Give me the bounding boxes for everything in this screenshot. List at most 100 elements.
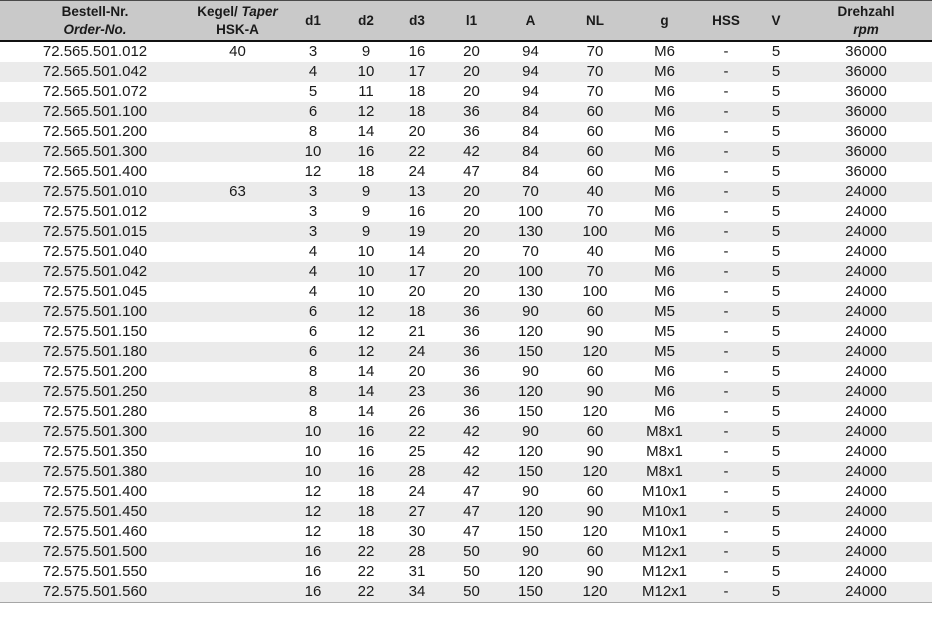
cell-A: 94 (522, 43, 539, 60)
cell-A: 150 (500, 582, 561, 603)
table-row: 72.575.501.450 12 18 27 47 120 90 M10x1 - 5 24000 (0, 502, 932, 522)
cell-NL: 40 (586, 183, 604, 200)
col-header-d2: d2 (341, 0, 391, 42)
cell-order-no: 72.575.501.200 (42, 363, 148, 380)
cell-V: 5 (771, 83, 781, 100)
cell-g: M6 (654, 63, 675, 80)
table-row: 72.575.501.040 4 10 14 20 70 40 M6 - 5 24000 (0, 242, 932, 262)
cell-d1: 16 (285, 582, 341, 603)
cell-d3: 18 (408, 103, 426, 120)
table-row: 72.575.501.012 3 9 16 20 100 70 M6 - 5 24000 (0, 202, 932, 222)
cell-g: M6 (654, 83, 675, 100)
cell-V: 5 (771, 363, 781, 380)
cell-HSS: - (723, 323, 729, 340)
cell-NL: 90 (586, 443, 604, 460)
cell-g: M6 (654, 243, 675, 260)
cell-g: M5 (654, 323, 675, 340)
cell-A: 94 (522, 63, 539, 80)
cell-d2: 16 (357, 143, 375, 160)
cell-rpm: 24000 (845, 183, 887, 200)
cell-d1: 10 (304, 443, 322, 460)
table-row: 72.565.501.200 8 14 20 36 84 60 M6 - 5 36000 (0, 122, 932, 142)
cell-d3: 22 (408, 143, 426, 160)
cell-NL: 100 (582, 223, 608, 240)
table-row: 72.575.501.045 4 10 20 20 130 100 M6 - 5 24000 (0, 282, 932, 302)
col-header-V: V (752, 0, 800, 42)
cell-HSS: - (723, 263, 729, 280)
cell-taper (190, 522, 285, 542)
table-row: 72.575.501.010 63 3 9 13 20 70 40 M6 - 5 24000 (0, 182, 932, 202)
cell-g: M12x1 (629, 582, 700, 603)
cell-rpm: 24000 (845, 383, 887, 400)
cell-rpm: 24000 (845, 223, 887, 240)
cell-d3: 18 (408, 83, 426, 100)
cell-A: 130 (517, 283, 544, 300)
cell-d3: 23 (408, 383, 426, 400)
cell-g: M6 (654, 223, 675, 240)
cell-d3: 20 (408, 123, 426, 140)
cell-A: 120 (517, 443, 544, 460)
table-row: 72.575.501.280 8 14 26 36 150 120 M6 - 5 24000 (0, 402, 932, 422)
cell-d1: 6 (308, 343, 318, 360)
cell-l1: 20 (463, 203, 480, 220)
cell-V: 5 (771, 123, 781, 140)
cell-d3: 31 (408, 563, 426, 580)
cell-HSS: - (723, 143, 729, 160)
cell-A: 84 (522, 143, 539, 160)
cell-rpm: 24000 (845, 243, 887, 260)
cell-d2: 14 (357, 123, 375, 140)
cell-g: M6 (654, 383, 675, 400)
cell-NL: 70 (586, 203, 604, 220)
cell-order-no: 72.575.501.400 (42, 483, 148, 500)
cell-A: 150 (517, 343, 544, 360)
cell-d3: 16 (408, 43, 426, 60)
cell-HSS: - (723, 103, 729, 120)
cell-HSS: - (723, 63, 729, 80)
cell-V: 5 (771, 203, 781, 220)
cell-d1: 8 (308, 403, 318, 420)
cell-taper (190, 262, 285, 282)
cell-d2: 12 (357, 323, 375, 340)
cell-NL: 60 (586, 103, 604, 120)
table-row: 72.575.501.550 16 22 31 50 120 90 M12x1 - 5 24000 (0, 562, 932, 582)
cell-V: 5 (771, 523, 781, 540)
cell-NL: 60 (586, 483, 604, 500)
col-header-order-no: Bestell-Nr. Order-No. (0, 0, 190, 42)
cell-V: 5 (771, 463, 781, 480)
cell-order-no: 72.575.501.450 (42, 503, 148, 520)
cell-V: 5 (771, 263, 781, 280)
cell-g: M6 (654, 183, 675, 200)
cell-d3: 17 (408, 63, 426, 80)
table-row: 72.565.501.300 10 16 22 42 84 60 M6 - 5 36000 (0, 142, 932, 162)
header-label-bestell-nr: Bestell-Nr. (61, 3, 129, 19)
cell-taper (190, 422, 285, 442)
cell-V: 5 (771, 163, 781, 180)
cell-order-no: 72.565.501.300 (42, 143, 148, 160)
cell-l1: 42 (463, 443, 480, 460)
cell-d2: 12 (357, 303, 375, 320)
cell-d3: 14 (408, 243, 426, 260)
cell-g: M6 (654, 203, 675, 220)
cell-HSS: - (723, 483, 729, 500)
header-label-order-no: Order-No. (63, 21, 127, 37)
cell-d1: 6 (308, 103, 318, 120)
cell-d3: 24 (408, 163, 426, 180)
cell-A: 150 (517, 463, 544, 480)
cell-order-no: 72.575.501.550 (42, 563, 148, 580)
cell-rpm: 24000 (845, 283, 887, 300)
cell-d2: 9 (361, 203, 371, 220)
cell-V: 5 (771, 503, 781, 520)
cell-d1: 16 (304, 543, 322, 560)
table-row: 72.575.501.560 16 22 34 50 150 120 M12x1-5 24000 (0, 582, 932, 603)
table-row: 72.575.501.180 6 12 24 36 150 120 M5 - 5 24000 (0, 342, 932, 362)
cell-g: M5 (654, 343, 675, 360)
cell-g: M6 (654, 163, 675, 180)
cell-rpm: 24000 (845, 303, 887, 320)
cell-l1: 47 (463, 503, 480, 520)
cell-d2: 10 (357, 243, 375, 260)
cell-l1: 20 (463, 243, 480, 260)
cell-V: 5 (771, 483, 781, 500)
cell-A: 120 (517, 563, 544, 580)
cell-taper (190, 562, 285, 582)
